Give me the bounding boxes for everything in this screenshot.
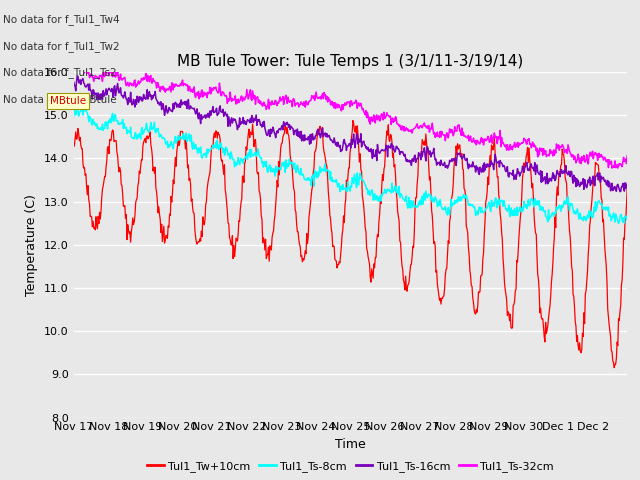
Text: MBtule: MBtule — [50, 96, 86, 106]
Text: No data for f_uMBtule: No data for f_uMBtule — [3, 94, 117, 105]
Legend: Tul1_Tw+10cm, Tul1_Ts-8cm, Tul1_Ts-16cm, Tul1_Ts-32cm: Tul1_Tw+10cm, Tul1_Ts-8cm, Tul1_Ts-16cm,… — [143, 456, 558, 476]
X-axis label: Time: Time — [335, 438, 366, 451]
Text: No data for f_Tul1_Tw4: No data for f_Tul1_Tw4 — [3, 14, 120, 25]
Text: No data for f_Tul1_Tw2: No data for f_Tul1_Tw2 — [3, 41, 120, 52]
Y-axis label: Temperature (C): Temperature (C) — [26, 194, 38, 296]
Title: MB Tule Tower: Tule Temps 1 (3/1/11-3/19/14): MB Tule Tower: Tule Temps 1 (3/1/11-3/19… — [177, 54, 524, 70]
Text: No data for f_Tul1_Ts2: No data for f_Tul1_Ts2 — [3, 67, 117, 78]
